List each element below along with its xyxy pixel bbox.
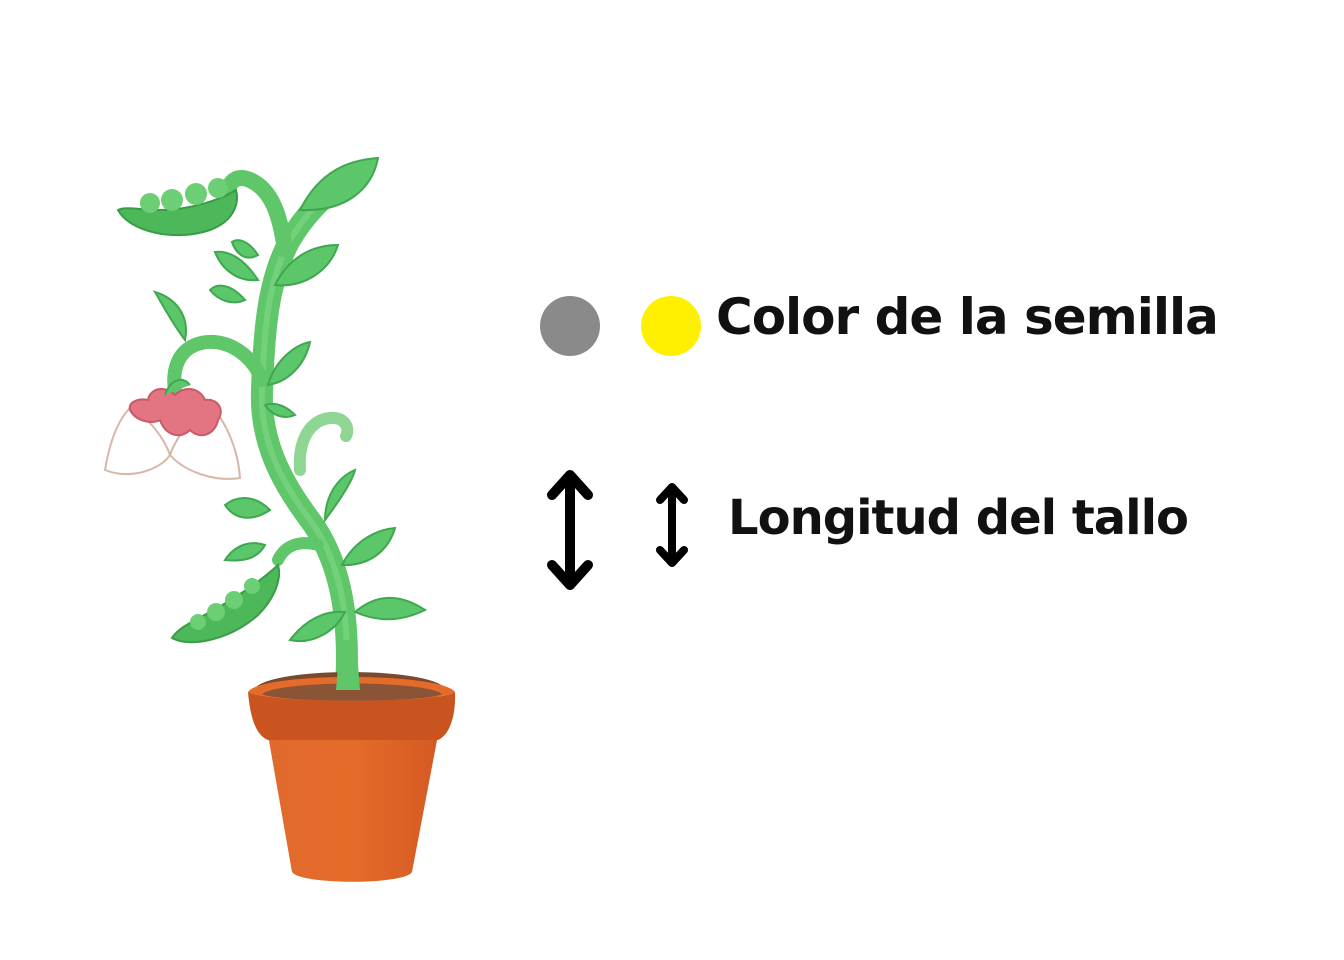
short-double-arrow-icon xyxy=(656,483,688,567)
long-double-arrow-icon xyxy=(547,470,593,590)
curl-branch xyxy=(293,412,354,476)
seed-color-label: Color de la semilla xyxy=(716,288,1219,346)
pea-pod-top xyxy=(116,172,250,237)
leaves xyxy=(152,156,428,643)
flower-pot xyxy=(248,677,456,882)
flower-branch xyxy=(167,334,269,397)
pea-plant-illustration xyxy=(103,156,456,882)
stem-length-label: Longitud del tallo xyxy=(728,490,1189,546)
flower xyxy=(103,378,242,480)
gray-seed-swatch xyxy=(540,296,600,356)
pea-pod-lower xyxy=(170,563,280,644)
yellow-seed-swatch xyxy=(641,296,701,356)
lower-branch xyxy=(272,537,324,566)
